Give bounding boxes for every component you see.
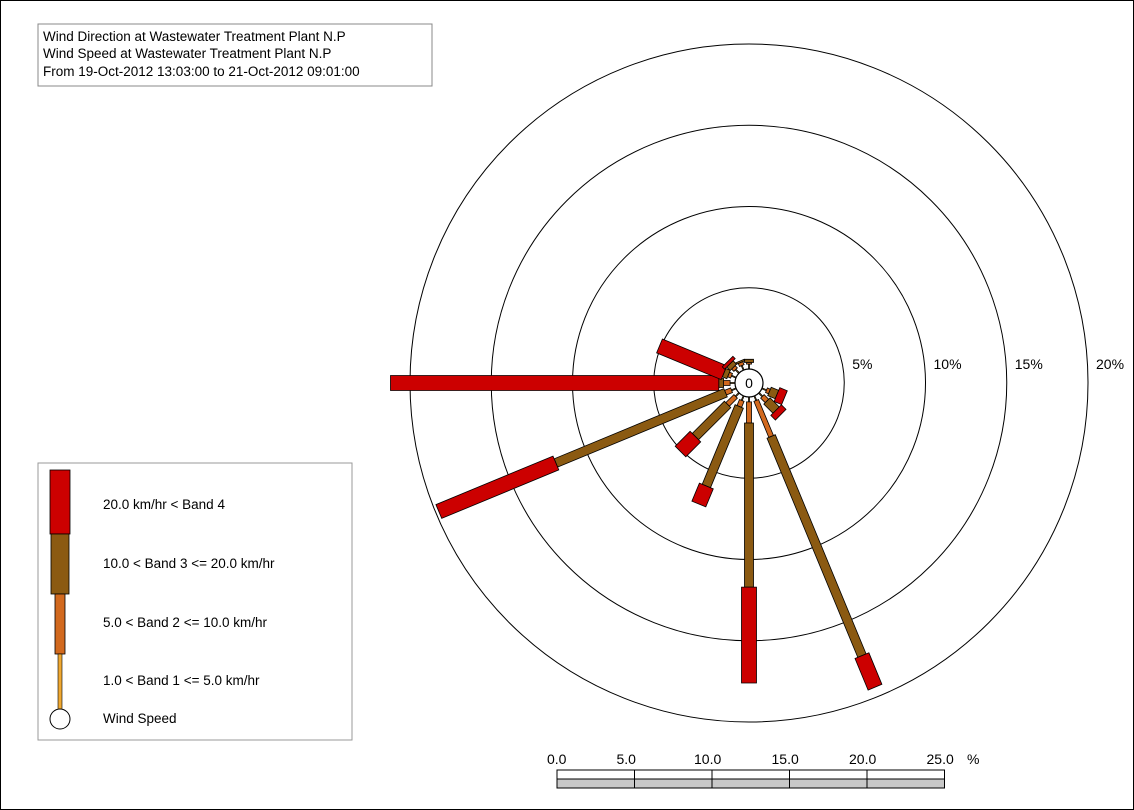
bar-dir-180-band-2 [746, 401, 752, 424]
bar-dir-337.5-band-3 [735, 358, 746, 365]
scale-bar: 0.0 5.0 10.0 15.0 20.0 25.0% [547, 751, 979, 789]
title: Wind Direction at Wastewater Treatment P… [43, 29, 346, 44]
calm-label: 0 [745, 375, 753, 391]
scale-seg-top-0 [556, 769, 635, 780]
ring-label-10: 10% [934, 356, 962, 372]
bar-dir-112.5-band-4 [773, 387, 788, 406]
period: From 19-Oct-2012 13:03:00 to 21-Oct-2012… [43, 64, 360, 79]
legend-label-band-1: 1.0 < Band 1 <= 5.0 km/hr [103, 673, 260, 688]
direction-bars [390, 338, 883, 691]
bar-dir-270-band-2 [723, 380, 731, 386]
bar-dir-0-band-3 [744, 358, 754, 363]
scale-seg-top-3 [789, 769, 868, 780]
bar-dir-270-band-1 [729, 382, 736, 384]
scale-seg-top-2 [711, 769, 790, 780]
bar-dir-247.5-band-4 [435, 455, 560, 519]
scale-tick-0: 0.0 [547, 751, 567, 767]
scale-tick-5: 25.0 [927, 751, 954, 767]
calm-circle: 0 [734, 368, 764, 398]
legend-label-band-4: 20.0 km/hr < Band 4 [103, 497, 225, 512]
bar-dir-157.5-band-3 [766, 434, 867, 658]
calm-circle-shape [734, 368, 764, 398]
scale-tick-2: 10.0 [694, 751, 721, 767]
scale-seg-bottom-4 [866, 778, 945, 789]
legend-swatch-band-3 [50, 533, 70, 595]
ring-label-20: 20% [1096, 356, 1124, 372]
ring-label-15: 15% [1015, 356, 1043, 372]
bar-dir-292.5-band-4 [656, 338, 728, 381]
bar-dir-225-band-4 [674, 430, 702, 458]
scale-seg-top-1 [634, 769, 713, 780]
bar-dir-157.5-band-4 [854, 652, 883, 691]
scale-tick-4: 20.0 [849, 751, 876, 767]
header-box: Wind Direction at Wastewater Treatment P… [37, 23, 433, 87]
bar-dir-315-band-4 [721, 355, 736, 370]
bar-dir-0-band-1 [748, 363, 750, 370]
scale-unit: % [967, 751, 979, 767]
legend-label-band-3: 10.0 < Band 3 <= 20.0 km/hr [103, 556, 275, 571]
scale-tick-1: 5.0 [617, 751, 637, 767]
scale-seg-bottom-1 [634, 778, 713, 789]
legend-label-calm: Wind Speed [103, 711, 177, 726]
legend: 20.0 km/hr < Band 4 10.0 < Band 3 <= 20.… [37, 462, 353, 741]
bar-dir-180-band-3 [744, 422, 754, 588]
ring-labels: 5% 10% 15% 20% [852, 356, 1124, 372]
subtitle: Wind Speed at Wastewater Treatment Plant… [43, 46, 331, 61]
scale-tick-3: 15.0 [772, 751, 799, 767]
bar-dir-202.5-band-4 [691, 482, 714, 508]
legend-label-band-2: 5.0 < Band 2 <= 10.0 km/hr [103, 615, 267, 630]
legend-swatch-band-1 [57, 653, 63, 711]
bar-dir-180-band-4 [741, 586, 757, 684]
bar-dir-135-band-4 [770, 404, 787, 421]
legend-swatch-band-4 [49, 469, 71, 535]
legend-swatch-band-2 [54, 593, 66, 655]
scale-seg-bottom-3 [789, 778, 868, 789]
ring-label-5: 5% [852, 356, 872, 372]
legend-calm-swatch [49, 708, 71, 730]
bar-dir-270-band-4 [390, 375, 720, 391]
scale-seg-bottom-0 [556, 778, 635, 789]
scale-seg-bottom-2 [711, 778, 790, 789]
bar-dir-180-band-1 [748, 396, 750, 403]
scale-seg-top-4 [866, 769, 945, 780]
